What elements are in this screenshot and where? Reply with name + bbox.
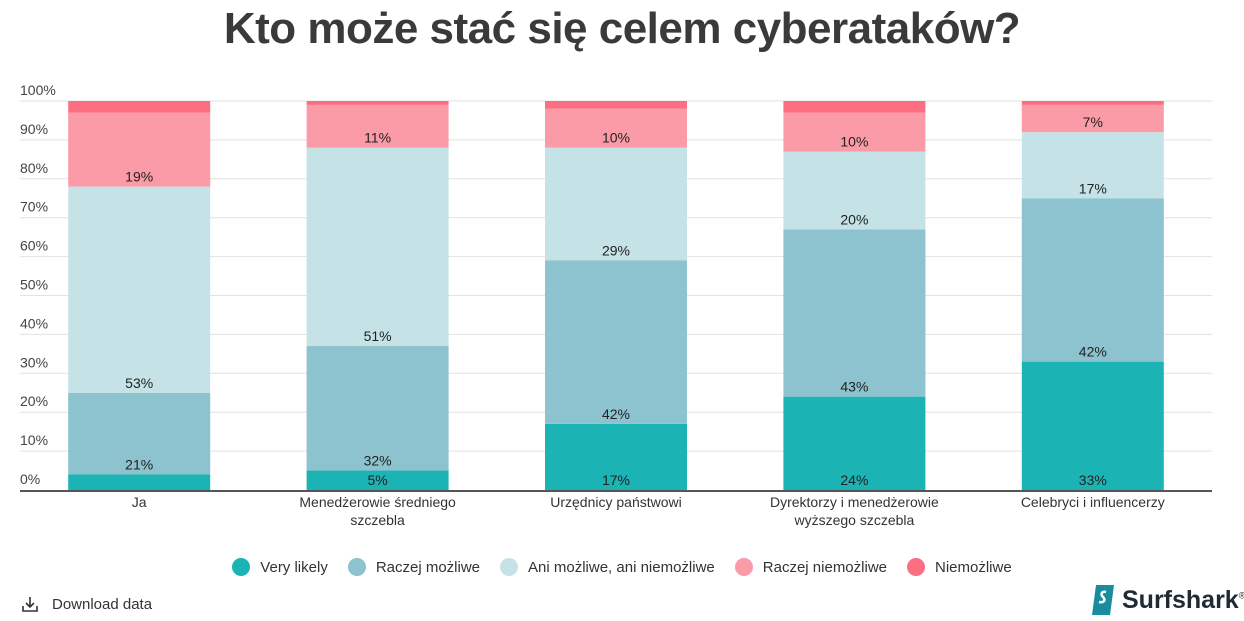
- brand-name: Surfshark®: [1122, 585, 1244, 614]
- y-tick-label: 30%: [20, 354, 48, 370]
- legend-item: Very likely: [232, 558, 328, 576]
- legend: Very likely Raczej możliwe Ani możliwe, an…: [0, 558, 1244, 576]
- data-label: 19%: [125, 169, 153, 185]
- bar-segment: [68, 186, 211, 393]
- bar-segment: [545, 147, 687, 261]
- bar-segment: [68, 392, 211, 475]
- legend-swatch: [500, 558, 519, 576]
- data-label: 51%: [364, 328, 392, 344]
- data-label: 17%: [1079, 180, 1107, 196]
- legend-swatch: [734, 558, 753, 576]
- bar-segment: [1021, 361, 1164, 490]
- data-label: 7%: [1083, 114, 1103, 130]
- data-label: 42%: [602, 406, 630, 422]
- legend-label: Very likely: [260, 558, 328, 576]
- bar-segment: [306, 101, 449, 105]
- bar-segment: [783, 396, 926, 490]
- legend-swatch: [347, 558, 366, 576]
- data-label: 20%: [840, 211, 868, 227]
- data-label: 32%: [364, 453, 392, 469]
- bar-segment: [545, 423, 687, 490]
- data-label: 53%: [125, 375, 153, 391]
- legend-label: Niemożliwe: [935, 558, 1012, 576]
- bar-segment: [1021, 132, 1164, 199]
- data-label: 5%: [367, 472, 387, 488]
- legend-label: Raczej niemożliwe: [762, 558, 887, 576]
- data-label: 24%: [840, 472, 868, 488]
- legend-swatch: [907, 558, 925, 576]
- bar-segment: [68, 474, 211, 490]
- stacked-bar-chart: 0% 10% 20% 30% 40% 50% 60% 70% 80% 90% 100% 21% 53% 1…: [20, 82, 1212, 528]
- x-tick-label: Celebryci i influencerzy: [1021, 494, 1165, 510]
- x-tick-label: Urzędnicy państwowi: [550, 494, 682, 510]
- download-label: Download data: [52, 595, 153, 613]
- bar-segment: [68, 101, 211, 113]
- x-tick-label: Dyrektorzy i menedżerowie: [770, 494, 939, 510]
- x-tick-label: szczebla: [350, 512, 405, 528]
- bar-segment: [783, 151, 926, 230]
- bar-segment: [783, 229, 926, 397]
- surfshark-logo-icon: [1092, 585, 1114, 615]
- y-tick-label: 50%: [20, 277, 48, 293]
- download-data-button[interactable]: Download data: [20, 594, 152, 614]
- data-label: 10%: [602, 130, 630, 146]
- legend-item: Raczej możliwe: [347, 558, 481, 576]
- bar-segment: [783, 112, 926, 152]
- y-tick-label: 70%: [20, 199, 48, 215]
- bar-segment: [306, 470, 449, 490]
- y-tick-label: 100%: [20, 82, 56, 98]
- download-icon: [22, 597, 38, 612]
- y-tick-label: 60%: [20, 238, 48, 254]
- data-label: 10%: [840, 134, 868, 150]
- legend-item: Raczej niemożliwe: [734, 558, 887, 576]
- legend-swatch: [232, 558, 251, 576]
- data-label: 21%: [125, 456, 153, 472]
- legend-label: Raczej możliwe: [375, 558, 481, 576]
- y-tick-label: 0%: [20, 471, 40, 487]
- bar-segment: [1021, 104, 1164, 133]
- surfshark-logo: Surfshark®: [1090, 584, 1244, 616]
- bar-segment: [1021, 101, 1164, 105]
- bar-segment: [545, 101, 687, 109]
- y-tick-label: 10%: [20, 432, 48, 448]
- legend-item: Ani możliwe, ani niemożliwe: [500, 558, 715, 576]
- x-tick-label: wyższego szczebla: [793, 512, 914, 528]
- data-label: 33%: [1079, 472, 1107, 488]
- data-label: 29%: [602, 242, 630, 258]
- y-tick-label: 80%: [20, 160, 48, 176]
- legend-item: Niemożliwe: [907, 558, 1012, 576]
- bar-segment: [306, 104, 449, 148]
- x-tick-label: Ja: [132, 494, 147, 510]
- y-tick-label: 20%: [20, 393, 48, 409]
- bar-segment: [306, 147, 449, 347]
- bar-segment: [545, 260, 687, 424]
- legend-label: Ani możliwe, ani niemożliwe: [528, 558, 715, 576]
- bar-segment: [306, 346, 449, 471]
- data-label: 42%: [1079, 344, 1107, 360]
- data-label: 11%: [364, 130, 391, 146]
- chart-title: Kto może stać się celem cyberataków?: [223, 4, 1021, 53]
- bar-segment: [68, 112, 211, 187]
- data-label: 17%: [602, 472, 630, 488]
- data-label: 43%: [840, 379, 868, 395]
- y-tick-label: 90%: [20, 121, 48, 137]
- x-tick-label: Menedżerowie średniego: [299, 494, 456, 510]
- y-tick-label: 40%: [20, 315, 48, 331]
- bar-segment: [545, 108, 687, 148]
- bar-segment: [1021, 198, 1164, 362]
- bar-segment: [783, 101, 926, 113]
